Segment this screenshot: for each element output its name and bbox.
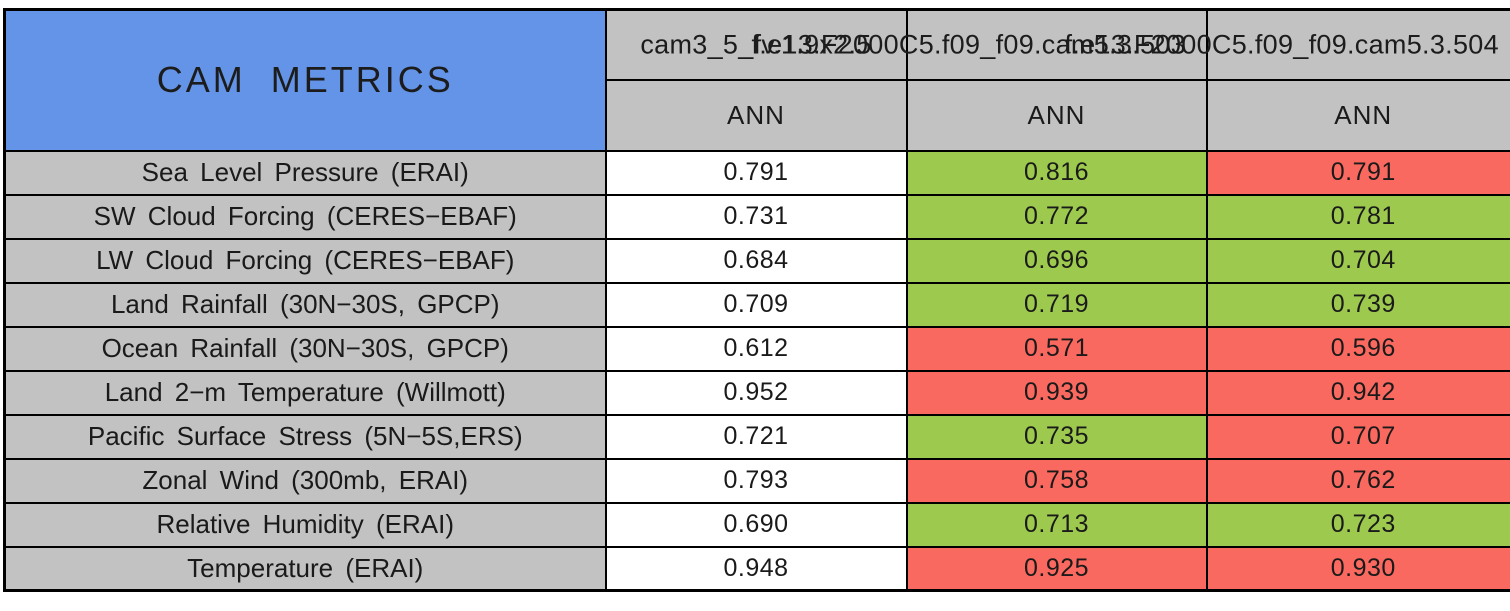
metric-value-cell: 0.690 — [604, 501, 908, 548]
metric-value-cell: 0.684 — [604, 237, 908, 284]
metric-label: Pacific Surface Stress (5N−5S,ERS) — [3, 413, 607, 460]
metric-label: Temperature (ERAI) — [3, 545, 607, 592]
case-header-col1: cam3_5_fv.1.9x2.5 — [604, 8, 908, 81]
metric-value-cell: 0.793 — [604, 457, 908, 504]
metric-value-cell: 0.930 — [1205, 545, 1510, 592]
metric-value-cell: 0.696 — [905, 237, 1208, 284]
metric-value-cell: 0.723 — [1205, 501, 1510, 548]
metric-value-cell: 0.719 — [905, 281, 1208, 328]
metric-label: Land 2−m Temperature (Willmott) — [3, 369, 607, 416]
page: CAM METRICS cam3_5_fv.1.9x2.5 f.e13.F200… — [3, 8, 1510, 592]
metric-value-cell: 0.758 — [905, 457, 1208, 504]
season-header-col3: ANN — [1205, 78, 1510, 152]
season-header-row: ANN ANN ANN — [5, 78, 1510, 152]
case-header-col2: f.e13.F2000C5.f09_f09.cam5.3.503 — [752, 8, 1208, 81]
table-row: SW Cloud Forcing (CERES−EBAF) 0.731 0.77… — [3, 193, 1510, 240]
metric-value-cell: 0.721 — [604, 413, 908, 460]
table-row: Relative Humidity (ERAI) 0.690 0.713 0.7… — [3, 501, 1510, 548]
metric-value-cell: 0.571 — [905, 325, 1208, 372]
cam-metrics-title-cell: CAM METRICS — [3, 8, 607, 152]
metric-value-cell: 0.731 — [604, 193, 908, 240]
metric-label: Land Rainfall (30N−30S, GPCP) — [3, 281, 607, 328]
metric-value-cell: 0.925 — [905, 545, 1208, 592]
metric-value-cell: 0.948 — [604, 545, 908, 592]
metric-value-cell: 0.952 — [604, 369, 908, 416]
metric-label: Relative Humidity (ERAI) — [3, 501, 607, 548]
table-row: Zonal Wind (300mb, ERAI) 0.793 0.758 0.7… — [3, 457, 1510, 504]
metric-label: Sea Level Pressure (ERAI) — [3, 149, 607, 196]
table-row: Pacific Surface Stress (5N−5S,ERS) 0.721… — [3, 413, 1510, 460]
metric-value-cell: 0.612 — [604, 325, 908, 372]
metric-label: Zonal Wind (300mb, ERAI) — [3, 457, 607, 504]
table-row: Land 2−m Temperature (Willmott) 0.952 0.… — [3, 369, 1510, 416]
metric-value-cell: 0.772 — [905, 193, 1208, 240]
case-header-row: CAM METRICS cam3_5_fv.1.9x2.5 f.e13.F200… — [3, 8, 1510, 152]
metric-value-cell: 0.781 — [1205, 193, 1510, 240]
table-row: Temperature (ERAI) 0.948 0.925 0.930 — [3, 545, 1510, 592]
season-header-col1: ANN — [604, 78, 908, 152]
table-row: Ocean Rainfall (30N−30S, GPCP) 0.612 0.5… — [3, 325, 1510, 372]
case-header-col3: f.e13.F2000C5.f09_f09.cam5.3.504 — [1065, 8, 1510, 81]
case-name-label: cam3_5_fv.1.9x2.5 — [640, 29, 872, 60]
metric-label: SW Cloud Forcing (CERES−EBAF) — [3, 193, 607, 240]
metric-value-cell: 0.704 — [1205, 237, 1510, 284]
metric-value-cell: 0.596 — [1205, 325, 1510, 372]
metric-value-cell: 0.939 — [905, 369, 1208, 416]
table-row: Sea Level Pressure (ERAI) 0.791 0.816 0.… — [3, 149, 1510, 196]
metric-value-cell: 0.713 — [905, 501, 1208, 548]
metric-value-cell: 0.942 — [1205, 369, 1510, 416]
metric-value-cell: 0.735 — [905, 413, 1208, 460]
metric-value-cell: 0.816 — [905, 149, 1208, 196]
season-header-col2: ANN — [905, 78, 1208, 152]
table-row: Land Rainfall (30N−30S, GPCP) 0.709 0.71… — [3, 281, 1510, 328]
metric-value-cell: 0.791 — [1205, 149, 1510, 196]
metric-value-cell: 0.791 — [604, 149, 908, 196]
metric-value-cell: 0.762 — [1205, 457, 1510, 504]
metric-label: Ocean Rainfall (30N−30S, GPCP) — [3, 325, 607, 372]
metric-label: LW Cloud Forcing (CERES−EBAF) — [3, 237, 607, 284]
metric-value-cell: 0.739 — [1205, 281, 1510, 328]
table-row: LW Cloud Forcing (CERES−EBAF) 0.684 0.69… — [3, 237, 1510, 284]
cam-metrics-table: CAM METRICS cam3_5_fv.1.9x2.5 f.e13.F200… — [3, 8, 1510, 592]
metric-value-cell: 0.707 — [1205, 413, 1510, 460]
metric-value-cell: 0.709 — [604, 281, 908, 328]
